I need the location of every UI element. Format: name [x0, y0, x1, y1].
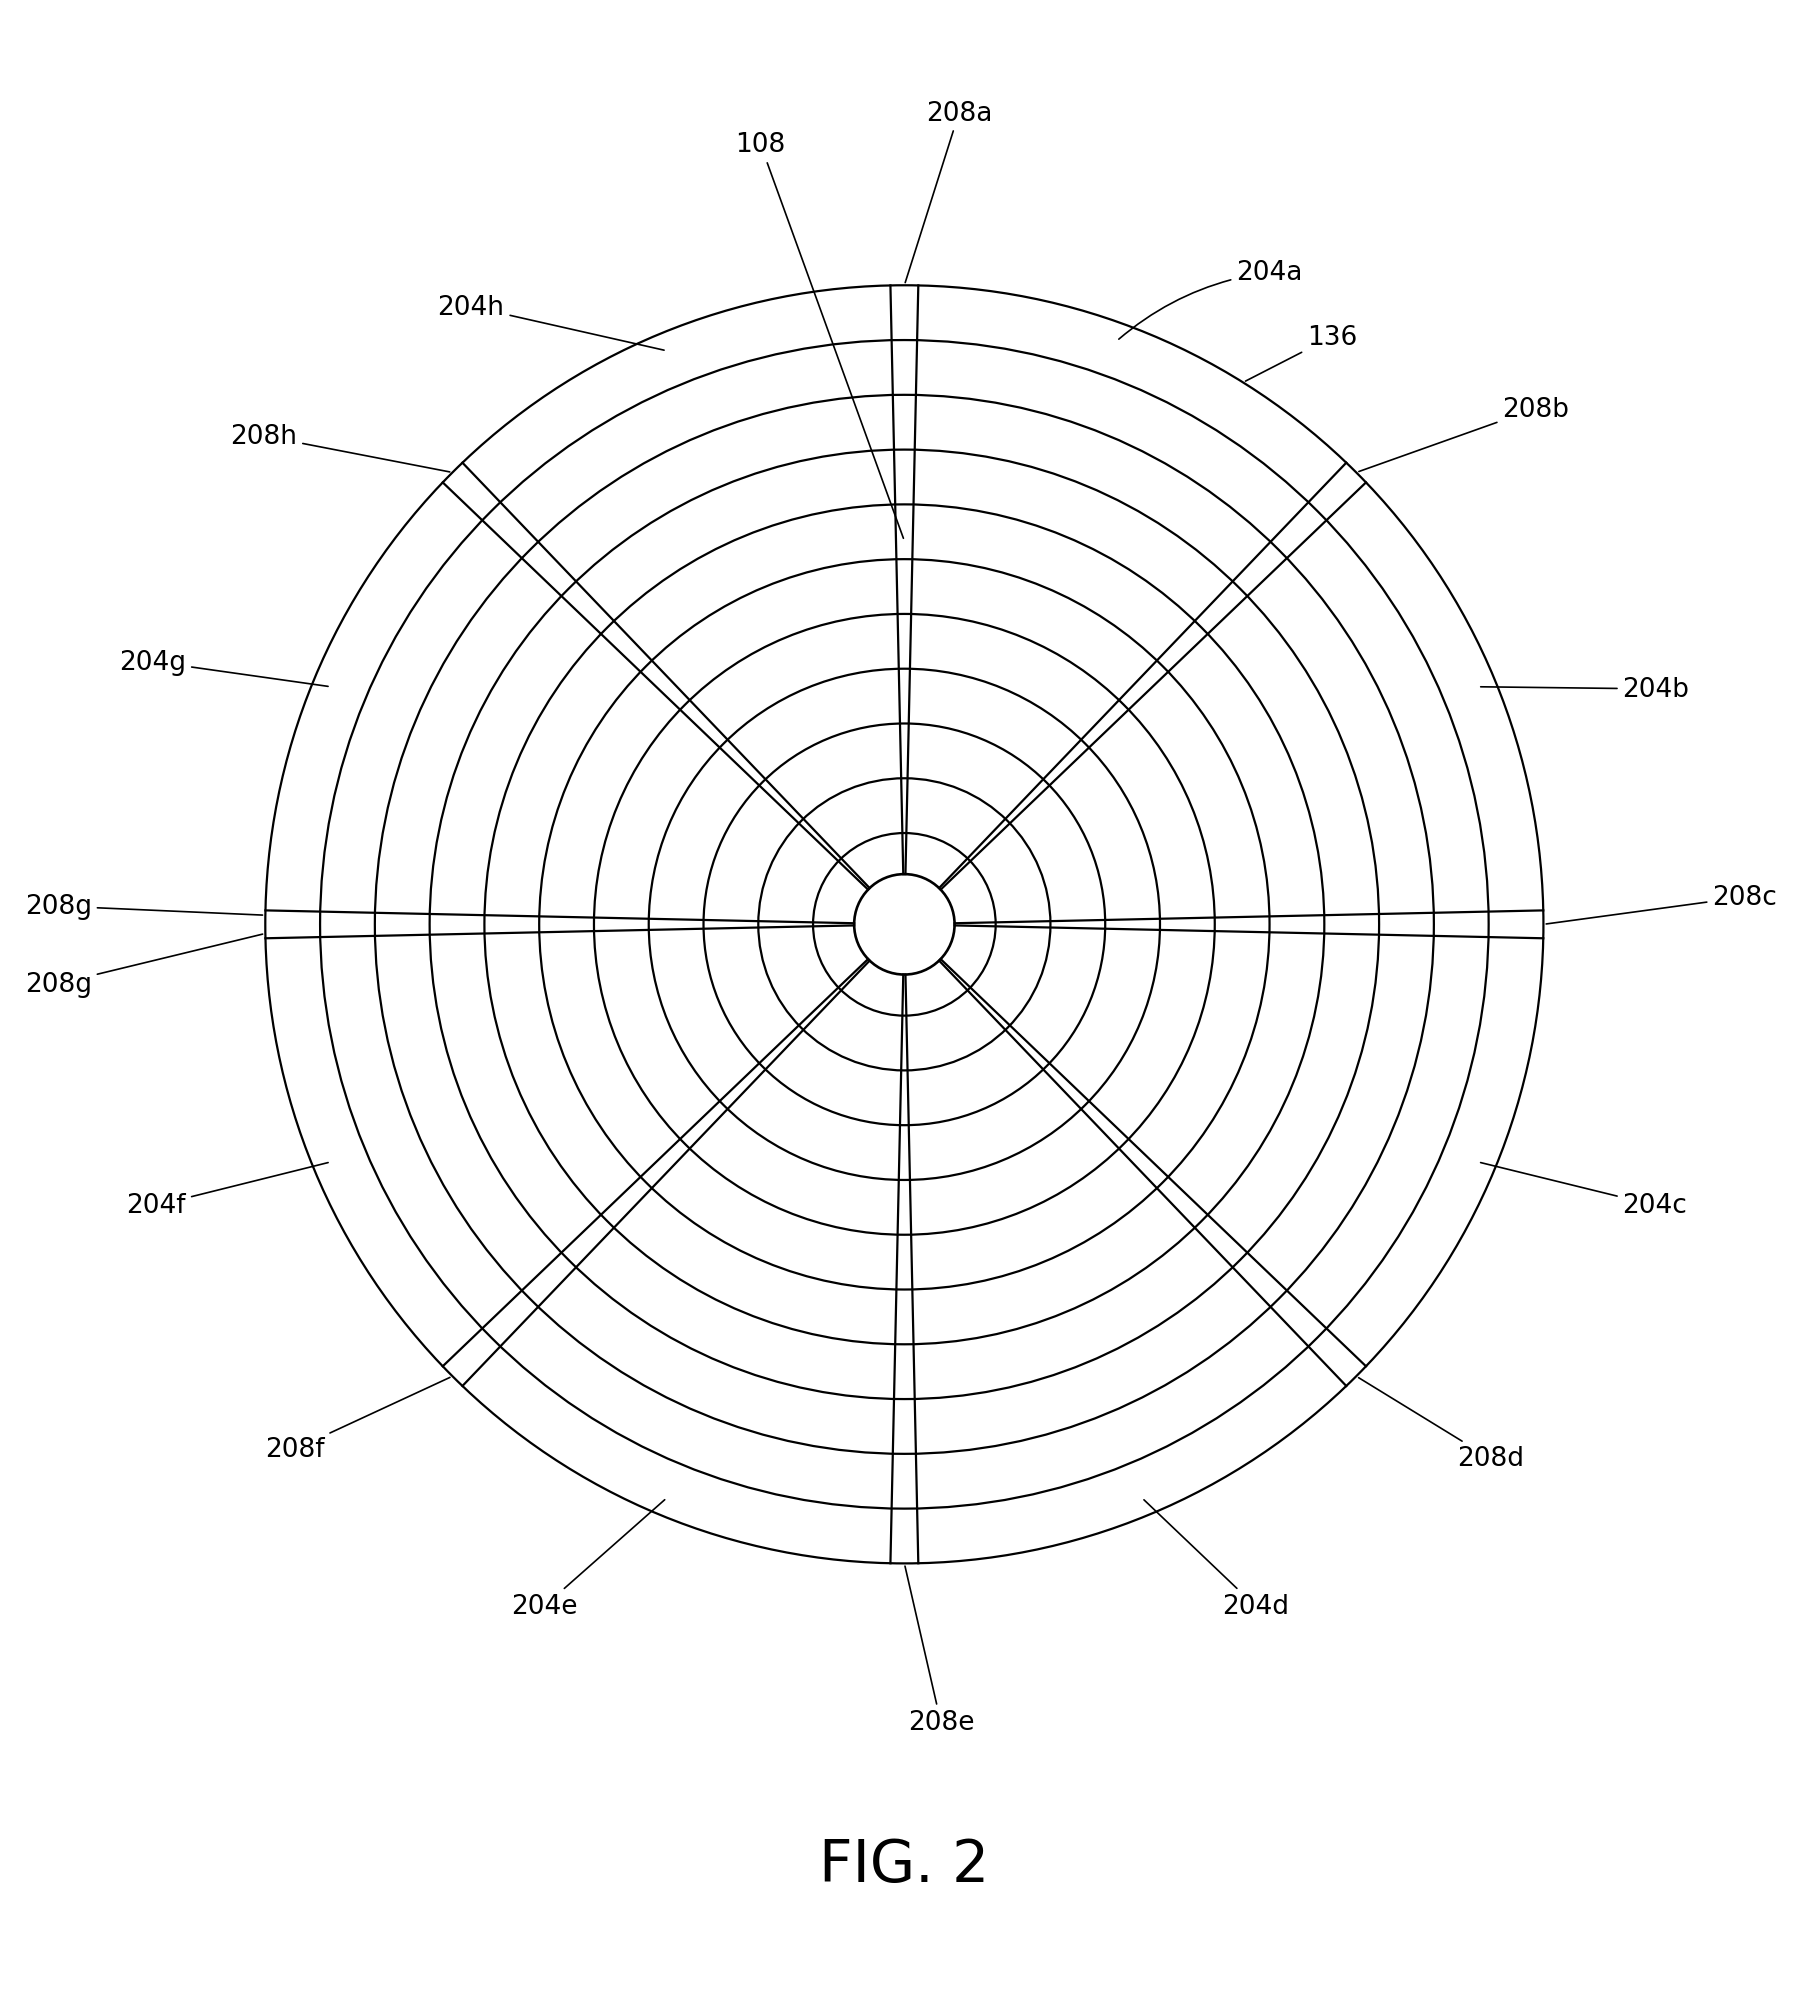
Text: FIG. 2: FIG. 2: [819, 1837, 989, 1893]
Text: 204d: 204d: [1143, 1500, 1289, 1619]
Text: 108: 108: [735, 133, 902, 540]
Text: 208a: 208a: [904, 101, 991, 284]
Text: 208d: 208d: [1357, 1378, 1523, 1472]
Text: 208c: 208c: [1545, 884, 1776, 924]
Text: 204g: 204g: [119, 649, 329, 687]
Text: 208g: 208g: [25, 894, 262, 920]
Text: 208e: 208e: [904, 1567, 973, 1736]
Text: 204e: 204e: [511, 1500, 664, 1619]
Text: 208f: 208f: [265, 1378, 449, 1462]
Circle shape: [854, 874, 955, 975]
Text: 204h: 204h: [437, 294, 664, 350]
Text: 204a: 204a: [1117, 260, 1301, 340]
Text: 208h: 208h: [231, 423, 449, 473]
Text: 208g: 208g: [25, 934, 262, 997]
Text: 204c: 204c: [1480, 1162, 1686, 1218]
Text: 136: 136: [1245, 324, 1356, 383]
Text: 204b: 204b: [1480, 677, 1689, 703]
Text: 204f: 204f: [126, 1162, 329, 1218]
Text: 208b: 208b: [1357, 397, 1569, 471]
